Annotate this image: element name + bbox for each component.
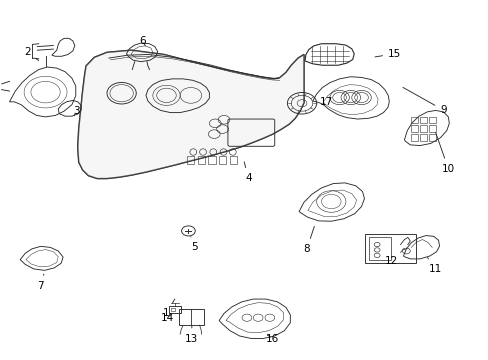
Text: 5: 5 <box>190 237 198 252</box>
Bar <box>197 156 204 164</box>
Bar <box>368 237 390 260</box>
Bar <box>365 234 415 263</box>
Text: 10: 10 <box>435 132 454 174</box>
Text: 7: 7 <box>37 274 44 291</box>
Bar <box>428 134 435 140</box>
Text: 6: 6 <box>139 36 145 46</box>
Bar <box>169 306 181 313</box>
Text: 9: 9 <box>402 87 446 115</box>
Bar <box>171 308 175 311</box>
Bar <box>186 156 194 164</box>
Text: 4: 4 <box>244 162 251 183</box>
Bar <box>410 126 417 132</box>
Bar <box>410 117 417 123</box>
Bar <box>179 310 203 325</box>
Bar <box>410 134 417 140</box>
Bar <box>419 126 426 132</box>
Text: 11: 11 <box>427 257 441 274</box>
Text: 14: 14 <box>161 313 174 323</box>
Bar <box>419 117 426 123</box>
Polygon shape <box>78 50 304 179</box>
Text: 17: 17 <box>316 97 332 107</box>
Bar <box>229 156 237 164</box>
Bar <box>428 126 435 132</box>
Bar <box>428 117 435 123</box>
Text: 15: 15 <box>374 49 401 59</box>
Bar <box>208 156 215 164</box>
Text: 8: 8 <box>303 226 314 254</box>
Text: 16: 16 <box>265 333 279 343</box>
Bar <box>219 156 226 164</box>
Text: 1: 1 <box>163 299 175 318</box>
Text: 12: 12 <box>385 256 398 266</box>
Text: 2: 2 <box>24 46 39 60</box>
Text: 13: 13 <box>185 326 198 343</box>
Text: 3: 3 <box>73 106 80 116</box>
Bar <box>419 134 426 140</box>
